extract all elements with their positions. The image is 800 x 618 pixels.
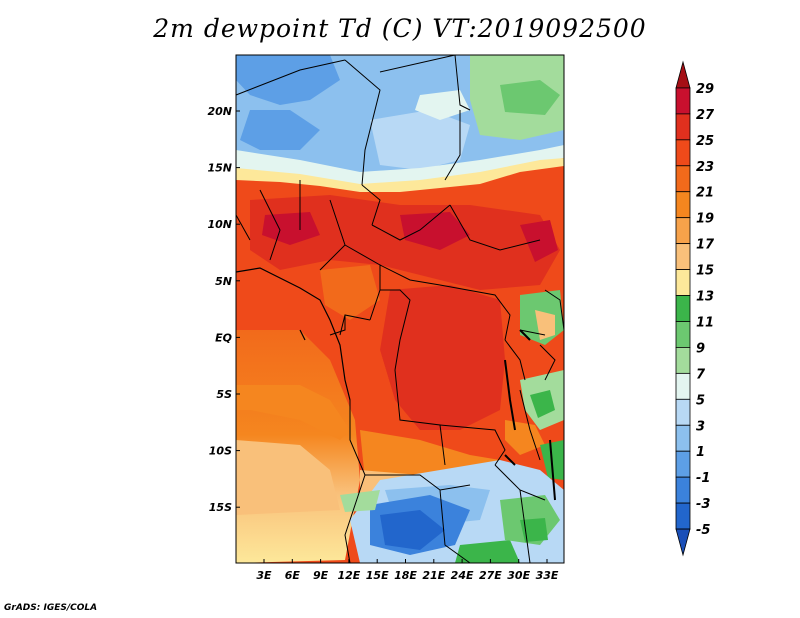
colorbar-segment	[675, 87, 691, 115]
colorbar-label: -5	[696, 523, 710, 538]
lon-tick-label: 33E	[536, 569, 559, 582]
colorbar-segment	[675, 269, 691, 296]
lon-tick-label: 30E	[507, 569, 530, 582]
lat-tick-label: 5N	[215, 275, 232, 288]
colorbar-label: 19	[696, 212, 714, 227]
lat-tick-label: 10N	[207, 218, 232, 231]
colorbar-segment	[675, 295, 691, 322]
colorbar-label: 27	[696, 108, 715, 123]
colorbar-cap-top	[675, 60, 691, 89]
longitude-axis: 3E 6E 9E 12E 15E 18E 21E 24E 27E 30E 33E	[256, 559, 559, 582]
colorbar-segment	[675, 398, 691, 426]
colorbar-label: 25	[696, 134, 714, 149]
colorbar-label: 9	[696, 341, 705, 356]
colorbar-label: 11	[696, 315, 714, 330]
colorbar-label: 3	[696, 419, 705, 434]
colorbar-label: 23	[696, 160, 714, 175]
colorbar-label: 17	[696, 238, 715, 253]
lat-tick-label: EQ	[215, 331, 232, 344]
colorbar-segment	[675, 243, 691, 270]
lat-tick-label: 15S	[209, 501, 232, 514]
lat-tick-label: 5S	[216, 388, 232, 401]
colorbar-segment	[675, 139, 691, 167]
lon-tick-label: 15E	[366, 569, 389, 582]
lon-tick-label: 24E	[451, 569, 474, 582]
lat-tick-label: 20N	[207, 105, 232, 118]
latitude-axis: 20N 15N 10N 5N EQ 5S 10S 15S	[207, 105, 240, 514]
colorbar-label: 29	[696, 82, 714, 97]
lat-tick-label: 15N	[207, 162, 232, 175]
map-frame	[235, 54, 565, 564]
lakes	[504, 329, 556, 501]
lon-tick-label: 18E	[394, 569, 417, 582]
colorbar-segment	[675, 450, 691, 478]
lon-tick-label: 9E	[313, 569, 329, 582]
map-panel	[235, 54, 565, 564]
colorbar-segment	[675, 165, 691, 193]
colorbar-segment	[675, 502, 691, 530]
colorbar-cap-bottom	[675, 528, 691, 557]
lat-tick-label: 10S	[209, 445, 232, 458]
lon-tick-label: 27E	[479, 569, 502, 582]
colorbar-label: 1	[696, 445, 705, 460]
colorbar-label: -1	[696, 471, 710, 486]
colorbar: 29 27 25 23 21 19 17 15 13 11 9 7 5 3 1 -1 -3 -5	[675, 60, 715, 557]
grads-credit: GrADS: IGES/COLA	[4, 603, 98, 613]
lon-tick-label: 12E	[337, 569, 360, 582]
colorbar-segment	[675, 347, 691, 374]
colorbar-label: 15	[696, 264, 714, 279]
colorbar-label: 13	[696, 290, 714, 305]
lon-tick-label: 6E	[285, 569, 301, 582]
colorbar-label: 5	[696, 393, 705, 408]
country-borders	[235, 54, 565, 564]
map-title: 2m dewpoint Td (C) VT:2019092500	[153, 14, 647, 43]
colorbar-label: 21	[696, 186, 714, 201]
lon-tick-label: 3E	[256, 569, 272, 582]
colorbar-segment	[675, 321, 691, 348]
coastline	[235, 267, 351, 401]
colorbar-label: -3	[696, 497, 710, 512]
colorbar-segment	[675, 217, 691, 245]
colorbar-segment	[675, 476, 691, 504]
colorbar-segment	[675, 424, 691, 452]
colorbar-segment	[675, 191, 691, 219]
lon-tick-label: 21E	[422, 569, 445, 582]
colorbar-segment	[675, 372, 691, 400]
colorbar-label: 7	[696, 367, 706, 382]
colorbar-segment	[675, 113, 691, 141]
